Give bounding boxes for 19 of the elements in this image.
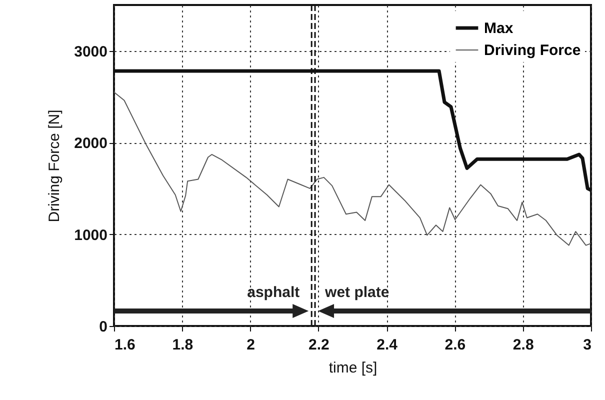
y-tick-label: 2000 [74,135,108,152]
annotation: asphalt [247,284,300,301]
annotation: wet plate [324,284,390,301]
legend-label: Max [484,20,514,37]
y-tick-label: 1000 [74,226,108,244]
x-tick-label: 2.2 [308,336,330,354]
x-tick-label: 3 [583,336,592,354]
x-tick-label: 1.8 [172,336,194,354]
x-tick-label: 2.4 [376,336,398,354]
x-tick-label: 2.8 [512,336,534,354]
y-axis-title: Driving Force [N] [46,110,64,222]
x-tick-label: 1.6 [114,336,136,354]
x-axis-title: time [s] [328,360,378,376]
x-tick-label: 2 [246,336,255,354]
legend-label: Driving Force [484,42,581,59]
x-tick-label: 2.6 [444,336,466,354]
y-tick-label: 0 [99,318,108,336]
y-tick-label: 3000 [74,43,108,60]
line-series [114,92,592,246]
